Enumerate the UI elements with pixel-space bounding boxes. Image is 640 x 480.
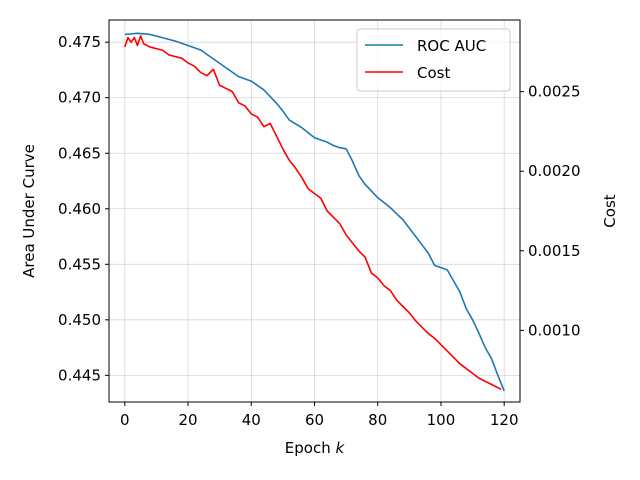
y-left-tick-label: 0.455 xyxy=(58,255,101,273)
y-left-tick-label: 0.460 xyxy=(58,200,101,218)
series-line-cost xyxy=(124,35,502,390)
x-tick-label: 100 xyxy=(427,411,456,429)
x-axis-title-text: Epoch xyxy=(285,439,331,457)
x-tick-label: 0 xyxy=(120,411,130,429)
x-tick-label: 20 xyxy=(178,411,197,429)
y-left-tick-label: 0.475 xyxy=(58,33,101,51)
series-line-roc-auc xyxy=(124,32,505,392)
y-axis-left: 0.445 0.450 0.455 0.460 0.465 0.470 0.475 xyxy=(58,33,109,384)
y-left-tick-label: 0.470 xyxy=(58,89,101,107)
x-axis-title-variable: k xyxy=(336,439,346,457)
legend-label-cost: Cost xyxy=(417,64,450,82)
x-tick-label: 40 xyxy=(242,411,261,429)
y-left-tick-label: 0.445 xyxy=(58,366,101,384)
y-right-tick-label: 0.0020 xyxy=(528,162,581,180)
x-tick-label: 60 xyxy=(305,411,324,429)
x-axis: 0 20 40 60 80 100 120 xyxy=(120,402,519,429)
y-right-tick-label: 0.0010 xyxy=(528,321,581,339)
y-axis-right-title: Cost xyxy=(601,194,619,227)
y-left-tick-label: 0.450 xyxy=(58,311,101,329)
legend: ROC AUC Cost xyxy=(356,28,511,92)
legend-label-roc-auc: ROC AUC xyxy=(417,37,486,55)
x-tick-label: 80 xyxy=(368,411,387,429)
y-left-tick-label: 0.465 xyxy=(58,144,101,162)
x-axis-title: Epoch k xyxy=(285,439,346,457)
y-right-tick-label: 0.0025 xyxy=(528,83,581,101)
plot-lines xyxy=(124,32,505,392)
x-tick-label: 120 xyxy=(490,411,519,429)
y-axis-right: 0.0010 0.0015 0.0020 0.0025 xyxy=(520,83,581,339)
y-axis-left-title: Area Under Curve xyxy=(20,144,38,278)
y-right-tick-label: 0.0015 xyxy=(528,242,581,260)
